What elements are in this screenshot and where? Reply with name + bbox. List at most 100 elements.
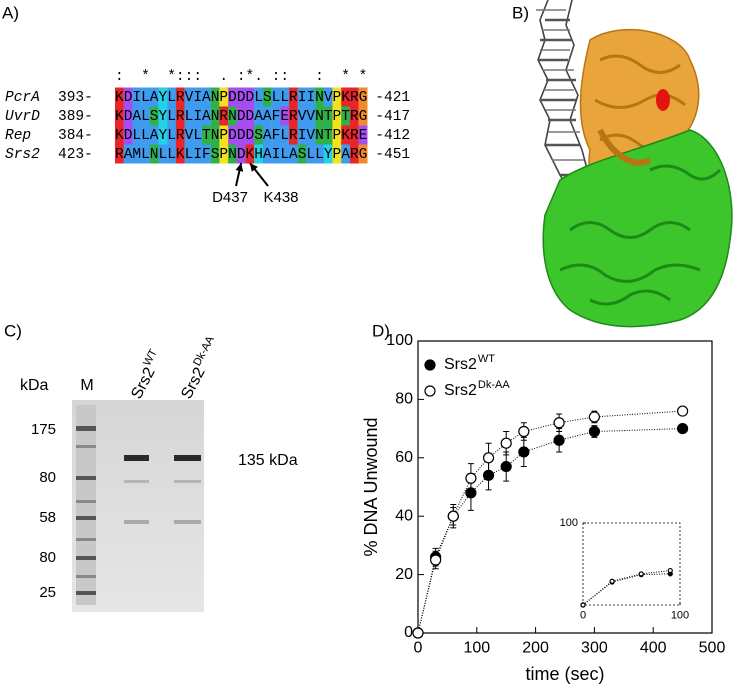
- residue-cell: [262, 87, 272, 107]
- residue-cell: [202, 87, 211, 107]
- residue-cell: [341, 125, 351, 145]
- residue-cell: [280, 125, 290, 145]
- residue-cell: [219, 87, 229, 107]
- conservation-line: : * *::: . :*. :: : * *: [115, 69, 367, 85]
- residue-cell: [175, 125, 185, 145]
- data-point: [518, 425, 530, 438]
- sequence-start: 389-: [58, 109, 93, 125]
- legend-label: Srs2: [444, 356, 477, 373]
- residue-cell: [115, 144, 124, 164]
- residue-cell: [149, 125, 159, 145]
- ladder-label: 175: [31, 421, 56, 438]
- residue-cell: [297, 106, 307, 126]
- residue-cell: [358, 87, 368, 107]
- legend-marker: [424, 385, 436, 397]
- series-line: [582, 570, 671, 606]
- residue-cell: [306, 144, 316, 164]
- sequence-name: Srs2: [5, 147, 40, 163]
- residue-cell: [202, 144, 211, 164]
- residue-cell: [254, 144, 264, 164]
- x-tick-label: 300: [581, 639, 608, 656]
- data-point: [412, 627, 424, 639]
- data-point: [482, 452, 495, 464]
- residue-cell: [132, 106, 142, 126]
- residue-cell: [323, 125, 333, 145]
- data-point: [580, 602, 586, 608]
- residue-cell: [358, 106, 368, 126]
- sequence-start: 393-: [58, 90, 93, 106]
- residue-cell: [141, 125, 150, 145]
- data-point: [676, 405, 689, 417]
- residue-cell: [115, 87, 124, 107]
- residue-cell: [175, 144, 185, 164]
- residue-cell: [271, 125, 281, 145]
- residue-cell: [158, 125, 168, 145]
- x-tick-label: 200: [522, 639, 549, 656]
- sequence-name: UvrD: [5, 109, 40, 125]
- y-tick-label: 0: [404, 624, 413, 641]
- panel-label: B): [512, 3, 529, 22]
- residue-cell: [349, 144, 359, 164]
- residue-cell: [297, 87, 307, 107]
- data-point: [465, 472, 477, 484]
- sequence: KDILAYLRVIANPDDDLSLLRIINVPKRG: [115, 90, 367, 106]
- residue-cell: [115, 106, 124, 126]
- residue-cell: [123, 125, 133, 145]
- residue-label: K438: [263, 189, 298, 206]
- residue-cell: [315, 87, 324, 107]
- x-axis-label: time (sec): [525, 664, 604, 684]
- residue-cell: [193, 144, 203, 164]
- residue-cell: [271, 144, 281, 164]
- x-tick-label: 0: [580, 609, 586, 621]
- residue-cell: [210, 144, 220, 164]
- residue-cell: [289, 144, 298, 164]
- residue-cell: [184, 125, 194, 145]
- ladder-label: 58: [39, 509, 56, 526]
- residue-cell: [193, 125, 203, 145]
- residue-cell: [202, 125, 211, 145]
- residue-cell: [228, 125, 237, 145]
- x-tick-label: 400: [640, 639, 667, 656]
- residue-cell: [132, 144, 142, 164]
- residue-cell: [254, 106, 264, 126]
- plot-frame: [417, 340, 713, 634]
- residue-cell: [306, 87, 316, 107]
- residue-cell: [245, 87, 255, 107]
- residue-cell: [341, 87, 351, 107]
- residue-cell: [141, 87, 150, 107]
- residue-cell: [323, 106, 333, 126]
- data-point: [447, 510, 459, 522]
- residue-cell: [315, 144, 324, 164]
- residue-cell: [262, 144, 272, 164]
- sequence-name: PcrA: [5, 90, 40, 106]
- residue-cell: [280, 87, 290, 107]
- residue-cell: [349, 106, 359, 126]
- sequence-end: -412: [375, 128, 410, 144]
- residue-cell: [262, 125, 272, 145]
- residue-cell: [358, 144, 368, 164]
- residue-cell: [219, 144, 229, 164]
- residue-cell: [245, 125, 255, 145]
- data-point: [667, 567, 673, 574]
- residue-cell: [236, 87, 246, 107]
- lane-label-superscript: WT: [141, 347, 160, 368]
- residue-cell: [210, 87, 220, 107]
- panel-label: C): [4, 321, 22, 340]
- residue-cell: [271, 106, 281, 126]
- x-tick-label: 100: [463, 639, 490, 656]
- series-line: [417, 410, 683, 634]
- residue-cell: [254, 125, 264, 145]
- data-point: [676, 423, 689, 435]
- residue-cell: [323, 144, 333, 164]
- residue-cell: [167, 106, 177, 126]
- x-tick-label: 500: [699, 639, 726, 656]
- residue-cell: [306, 106, 316, 126]
- residue-cell: [193, 106, 203, 126]
- residue-cell: [149, 87, 159, 107]
- residue-cell: [271, 87, 281, 107]
- residue-cell: [149, 144, 159, 164]
- residue-cell: [245, 106, 255, 126]
- legend-marker: [424, 359, 436, 371]
- arrow-head: [249, 163, 258, 172]
